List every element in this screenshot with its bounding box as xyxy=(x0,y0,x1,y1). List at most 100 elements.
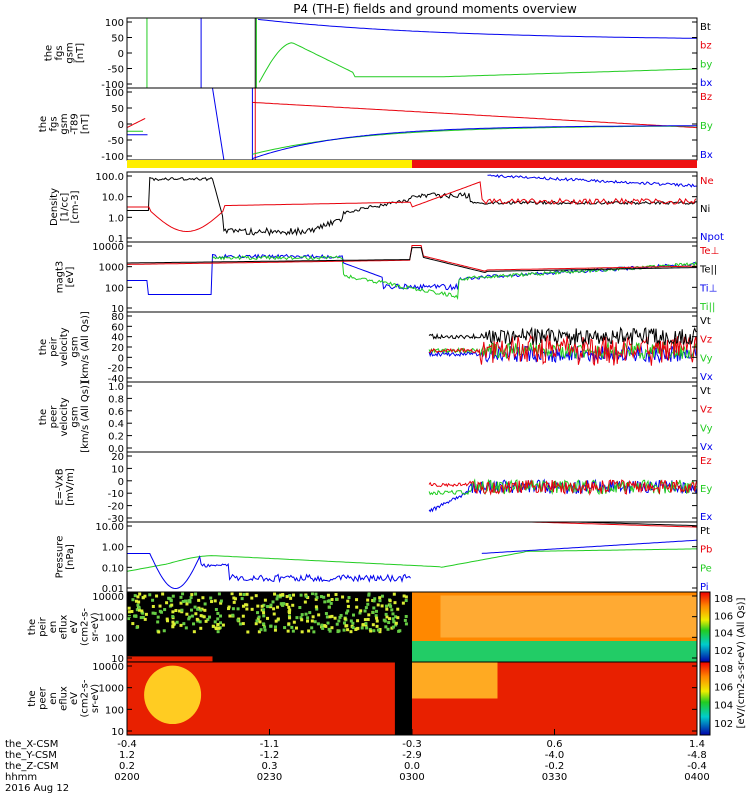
spectrogram-cell xyxy=(320,625,324,629)
spectrogram-cell xyxy=(337,619,341,623)
x-tick-label: -0.2 xyxy=(545,761,565,772)
spectrogram-cell xyxy=(179,623,183,627)
spectrogram-cell xyxy=(181,599,185,603)
spectrogram-cell xyxy=(390,626,394,630)
colorbar-strip xyxy=(699,591,711,663)
legend-By: By xyxy=(700,121,713,132)
spectrogram-cell xyxy=(328,615,332,619)
y-axis-label-line: -T89 xyxy=(70,113,81,135)
series-bx-spike xyxy=(212,88,225,160)
spectrogram-block xyxy=(412,641,697,662)
spectrogram-cell xyxy=(216,611,220,615)
legend-Pb: Pb xyxy=(700,545,712,556)
legend-Pe: Pe xyxy=(700,563,712,574)
colorbar-tick-label: 106 xyxy=(714,611,733,622)
spectrogram-cell xyxy=(306,616,310,620)
spectrogram-cell xyxy=(384,625,388,629)
spectrogram-cell xyxy=(197,598,201,602)
spectrogram-cell xyxy=(299,616,303,620)
spectrogram-cell xyxy=(269,603,273,607)
spectrogram-cell xyxy=(404,614,408,618)
y-tick-label: 1000 xyxy=(99,613,124,624)
spectrogram-cell xyxy=(167,596,171,600)
spectrogram-gap xyxy=(394,662,412,735)
legend-Vx: Vx xyxy=(700,442,713,453)
spectrogram-cell xyxy=(192,622,196,626)
y-axis-label-line: peer xyxy=(38,686,49,710)
spectrogram-cell xyxy=(127,606,131,610)
y-tick-label: 80 xyxy=(111,312,124,323)
spectrogram-cell xyxy=(135,608,139,612)
series-by-line xyxy=(127,125,697,155)
spectrogram-cell xyxy=(198,620,202,624)
spectrogram-cell xyxy=(162,629,166,633)
spectrogram-cell xyxy=(307,629,311,633)
x-tick-label: 0.6 xyxy=(547,739,563,750)
legend-Ne: Ne xyxy=(700,176,714,187)
y-tick-label: 1000 xyxy=(99,263,124,274)
y-tick-label: 1.0 xyxy=(108,213,124,224)
y-tick-label: -100 xyxy=(101,80,124,91)
panel-fgs: 100 50 0 -50 -100 thefgsgsm[nT] Bt bz by bx xyxy=(44,17,712,91)
spectrogram-cell xyxy=(355,605,359,609)
y-axis-label-line: the xyxy=(38,409,49,425)
spectrogram-cell xyxy=(263,598,267,602)
y-axis-label-line: the xyxy=(38,339,49,355)
x-tick-label: 0.3 xyxy=(262,761,278,772)
spectrogram-cell xyxy=(346,628,350,632)
y-tick-label: 10.0 xyxy=(102,193,124,204)
series-pe-line xyxy=(127,548,697,572)
y-tick-label: 50 xyxy=(111,104,124,115)
spectrogram-cell xyxy=(190,593,194,597)
spectrogram-cell xyxy=(304,594,308,598)
spectrogram-cell xyxy=(228,614,232,618)
spectrogram-cell xyxy=(134,614,138,618)
legend-Ti⊥: Ti⊥ xyxy=(699,283,717,294)
spectrogram-cell xyxy=(261,608,265,612)
y-tick-label: 10000 xyxy=(92,662,124,673)
spectrogram-cell xyxy=(375,624,379,628)
legend-Vt: Vt xyxy=(700,386,711,397)
panel-frame xyxy=(126,241,698,313)
spectrogram-cell xyxy=(216,617,220,621)
y-tick-label: 1000 xyxy=(99,684,124,695)
spectrogram-cell xyxy=(184,626,188,630)
mode-bar-segment xyxy=(412,160,697,168)
spectrogram-cell xyxy=(355,627,359,631)
spectrogram-cell xyxy=(211,624,215,628)
spectrogram-cell xyxy=(404,622,408,626)
spectrogram-cell xyxy=(282,602,286,606)
x-tick-label: -0.4 xyxy=(117,739,137,750)
spectrogram-cell xyxy=(199,614,203,618)
spectrogram-cell xyxy=(394,621,398,625)
y-axis-label: thepeirvelocitygsm[km/s (All Qs)] xyxy=(38,311,91,383)
spectrogram-cell xyxy=(259,628,263,632)
spectrogram-cell xyxy=(376,628,380,632)
spectrogram-cell xyxy=(272,607,276,611)
spectrogram-cell xyxy=(387,617,391,621)
spectrogram-cell xyxy=(371,610,375,614)
spectrogram-cell xyxy=(274,619,278,623)
spectrogram-cell xyxy=(127,617,131,621)
spectrogram-cell xyxy=(288,594,292,598)
spectrogram-cell xyxy=(346,609,350,613)
spectrogram-cell xyxy=(279,593,283,597)
spectrogram-cell xyxy=(396,607,400,611)
spectrogram-cell xyxy=(391,612,395,616)
series-ni-line xyxy=(127,176,697,237)
x-tick-label: 0400 xyxy=(684,772,709,783)
spectrogram-cell xyxy=(382,618,386,622)
spectrogram-cell xyxy=(327,605,331,609)
y-tick-label: 20 xyxy=(111,343,124,354)
spectrogram-cell xyxy=(241,614,245,618)
x-row-label: hhmm xyxy=(5,772,37,783)
spectrogram-cell xyxy=(311,615,315,619)
spectrogram-cell xyxy=(300,613,304,617)
spectrogram-cell xyxy=(245,603,249,607)
spectrogram-cell xyxy=(385,615,389,619)
spectrogram-cell xyxy=(194,612,198,616)
y-axis-label-line: the xyxy=(27,690,38,706)
y-axis-label-line: [km/s (All Qs)] xyxy=(80,311,91,383)
spectrogram-cell xyxy=(333,616,337,620)
spectrogram-cell xyxy=(136,595,140,599)
